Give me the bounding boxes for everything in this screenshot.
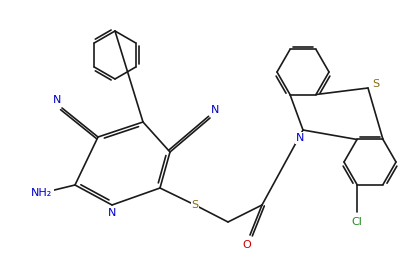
Text: N: N [211,105,219,115]
Text: S: S [191,200,199,210]
Text: N: N [108,208,116,218]
Text: N: N [53,95,61,105]
Text: NH₂: NH₂ [31,188,53,198]
Text: Cl: Cl [352,217,363,227]
Text: O: O [243,240,252,250]
Text: N: N [296,133,304,143]
Text: S: S [372,79,380,89]
